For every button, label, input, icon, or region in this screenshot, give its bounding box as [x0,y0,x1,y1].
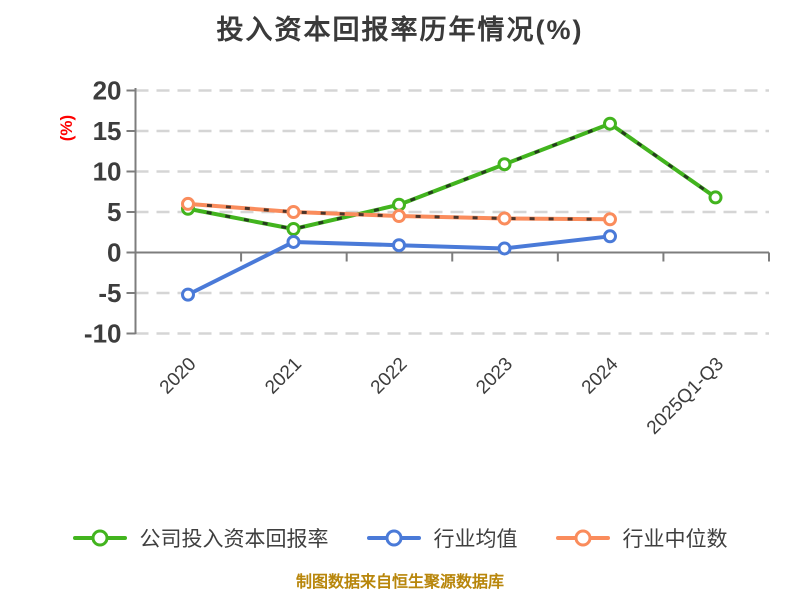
y-tick-label: -5 [98,278,121,308]
legend-item-company: 公司投入资本回报率 [72,523,329,553]
data-point-marker [286,205,301,219]
legend-label: 公司投入资本回报率 [139,528,329,551]
data-point-marker [497,157,512,172]
y-tick-label: 10 [93,157,122,187]
x-tick-label: 2022 [367,354,412,399]
data-point-marker [392,197,406,212]
legend-line-icon [366,529,421,547]
legend-item-industry-average: 行业均值 [366,523,518,553]
series-line [186,121,718,232]
data-point-marker [603,229,617,244]
data-point-marker [497,241,512,256]
legend-line-icon [555,529,610,547]
x-tick-label: 2021 [261,354,306,399]
y-tick-label: 20 [93,76,122,106]
data-point-marker [286,234,301,249]
data-point-marker [497,211,512,226]
data-point-marker [603,116,617,131]
y-axis-label: (%) [57,115,76,141]
x-tick-label: 2025Q1-Q3 [643,354,728,439]
data-point-marker [392,238,406,253]
legend-label: 行业中位数 [622,528,728,551]
x-tick-label: 2023 [472,354,517,399]
legend-label: 行业均值 [433,528,518,551]
y-tick-label: -10 [84,319,122,349]
data-point-marker [708,190,723,205]
data-point-marker [392,209,406,224]
data-point-marker [181,287,195,302]
y-tick-label: 5 [107,197,121,227]
legend-line-icon [72,529,127,547]
legend: 公司投入资本回报率 行业均值 行业中位数 [0,516,800,560]
legend-marker-icon [91,529,108,547]
data-source-note: 制图数据来自恒生聚源数据库 [295,574,504,591]
y-tick-label: 0 [107,238,121,268]
y-tick-label: 15 [93,116,122,146]
legend-marker-icon [574,529,591,547]
chart-title: 投入资本回报率历年情况(%) [216,15,584,45]
legend-item-industry-median: 行业中位数 [555,523,728,553]
legend-marker-icon [385,529,402,547]
data-point-marker [181,196,195,211]
data-point-marker [603,212,617,227]
x-tick-label: 2024 [578,353,623,398]
x-tick-label: 2020 [156,354,201,399]
data-point-marker [286,222,301,237]
